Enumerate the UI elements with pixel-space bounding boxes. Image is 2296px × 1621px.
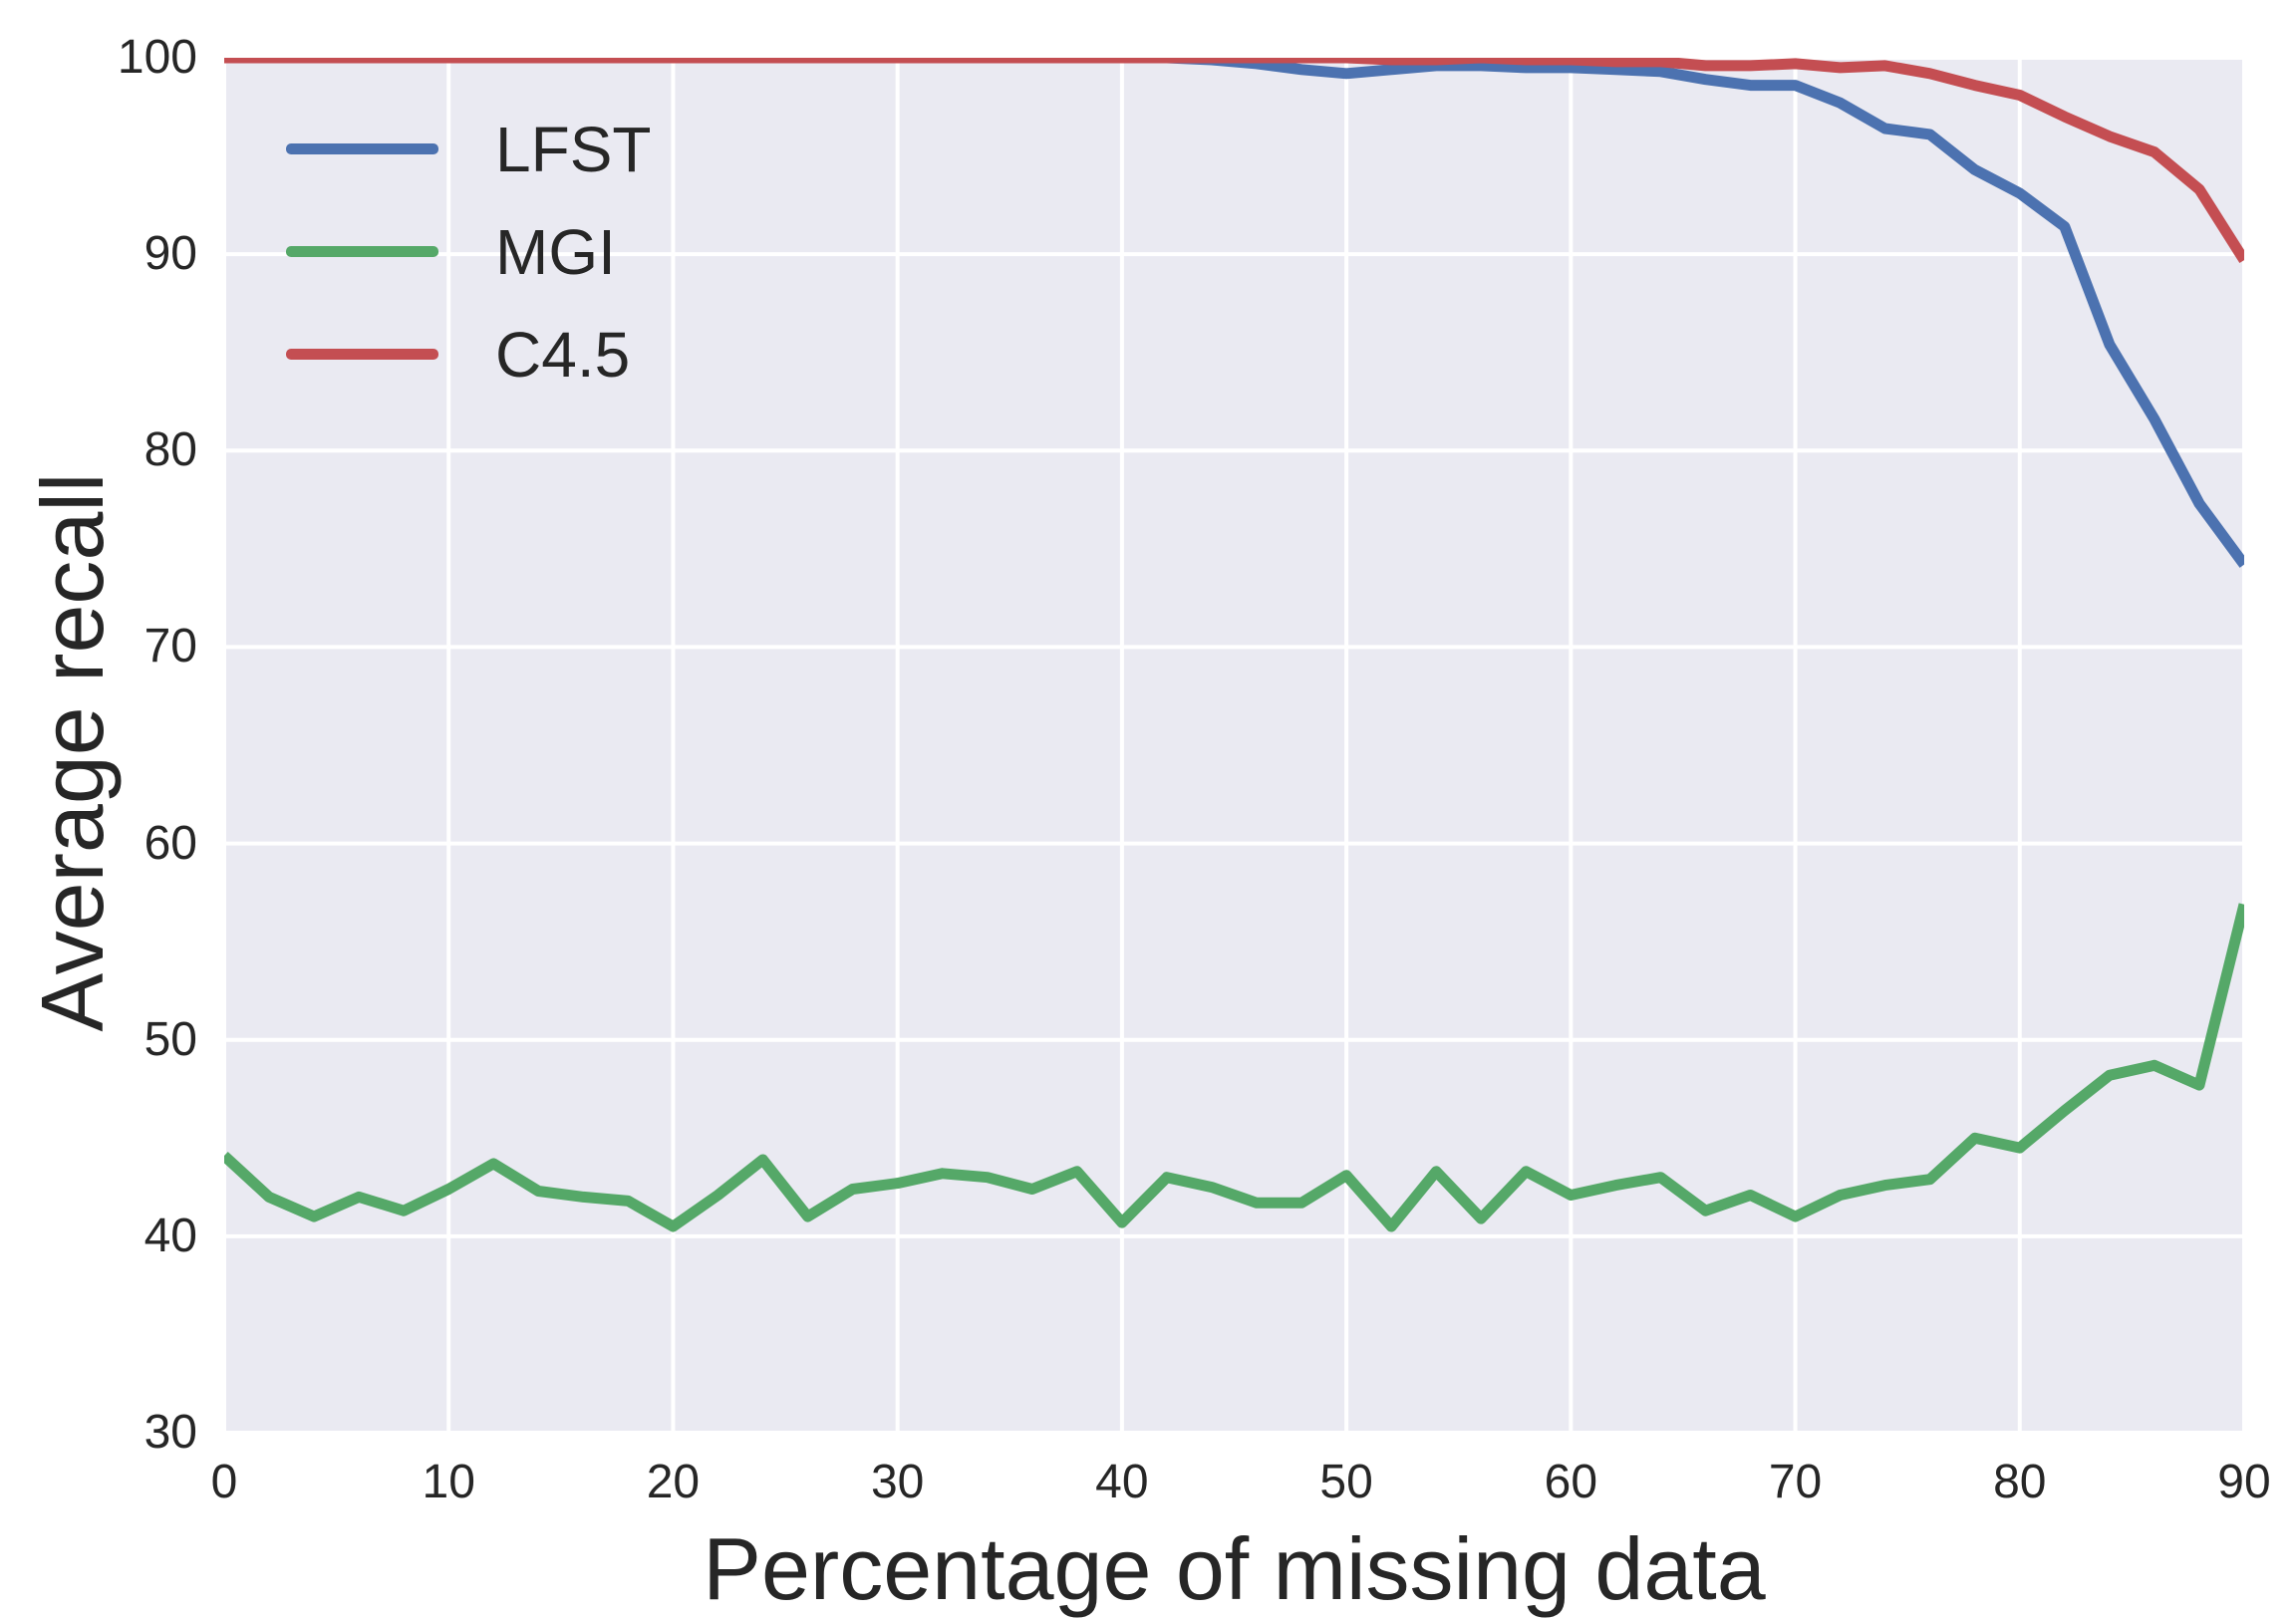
y-tick-label: 100	[117, 31, 197, 84]
series-line-mgi	[224, 903, 2244, 1232]
legend-line-swatch	[286, 349, 438, 360]
legend-label: C4.5	[495, 318, 631, 391]
legend-entry-mgi: MGI	[286, 200, 651, 303]
y-tick-label: 90	[144, 227, 197, 281]
plot-area	[224, 58, 2244, 1433]
x-tick-label: 60	[1544, 1456, 1598, 1508]
x-axis-label: Percentage of missing data	[703, 1519, 1766, 1618]
x-tick-label: 80	[1993, 1456, 2047, 1508]
legend-label: MGI	[495, 215, 616, 288]
legend: LFST MGI C4.5	[286, 98, 651, 405]
y-tick-label: 60	[144, 816, 197, 870]
y-tick-label: 30	[144, 1406, 197, 1459]
x-tick-label: 30	[870, 1456, 925, 1508]
plot-background	[224, 58, 2244, 1433]
y-tick-label: 70	[144, 620, 197, 674]
x-tick-label: 10	[422, 1456, 475, 1508]
legend-label: LFST	[495, 113, 652, 185]
x-tick-label: 20	[646, 1456, 701, 1508]
y-axis-label: Average recall	[23, 472, 122, 1032]
x-tick-label: 40	[1095, 1456, 1149, 1508]
x-tick-label: 90	[2217, 1456, 2271, 1508]
series-line-c4-5	[224, 58, 2244, 264]
y-tick-label: 50	[144, 1012, 197, 1066]
y-tick-label: 40	[144, 1209, 197, 1262]
legend-entry-lfst: LFST	[286, 98, 651, 200]
legend-line-swatch	[286, 143, 438, 154]
plot-canvas	[224, 58, 2244, 1433]
legend-entry-c4-5: C4.5	[286, 303, 651, 405]
y-tick-label: 80	[144, 423, 197, 477]
legend-line-swatch	[286, 246, 438, 257]
x-tick-label: 70	[1768, 1456, 1823, 1508]
x-tick-label: 50	[1319, 1456, 1373, 1508]
x-tick-label: 0	[210, 1456, 238, 1508]
